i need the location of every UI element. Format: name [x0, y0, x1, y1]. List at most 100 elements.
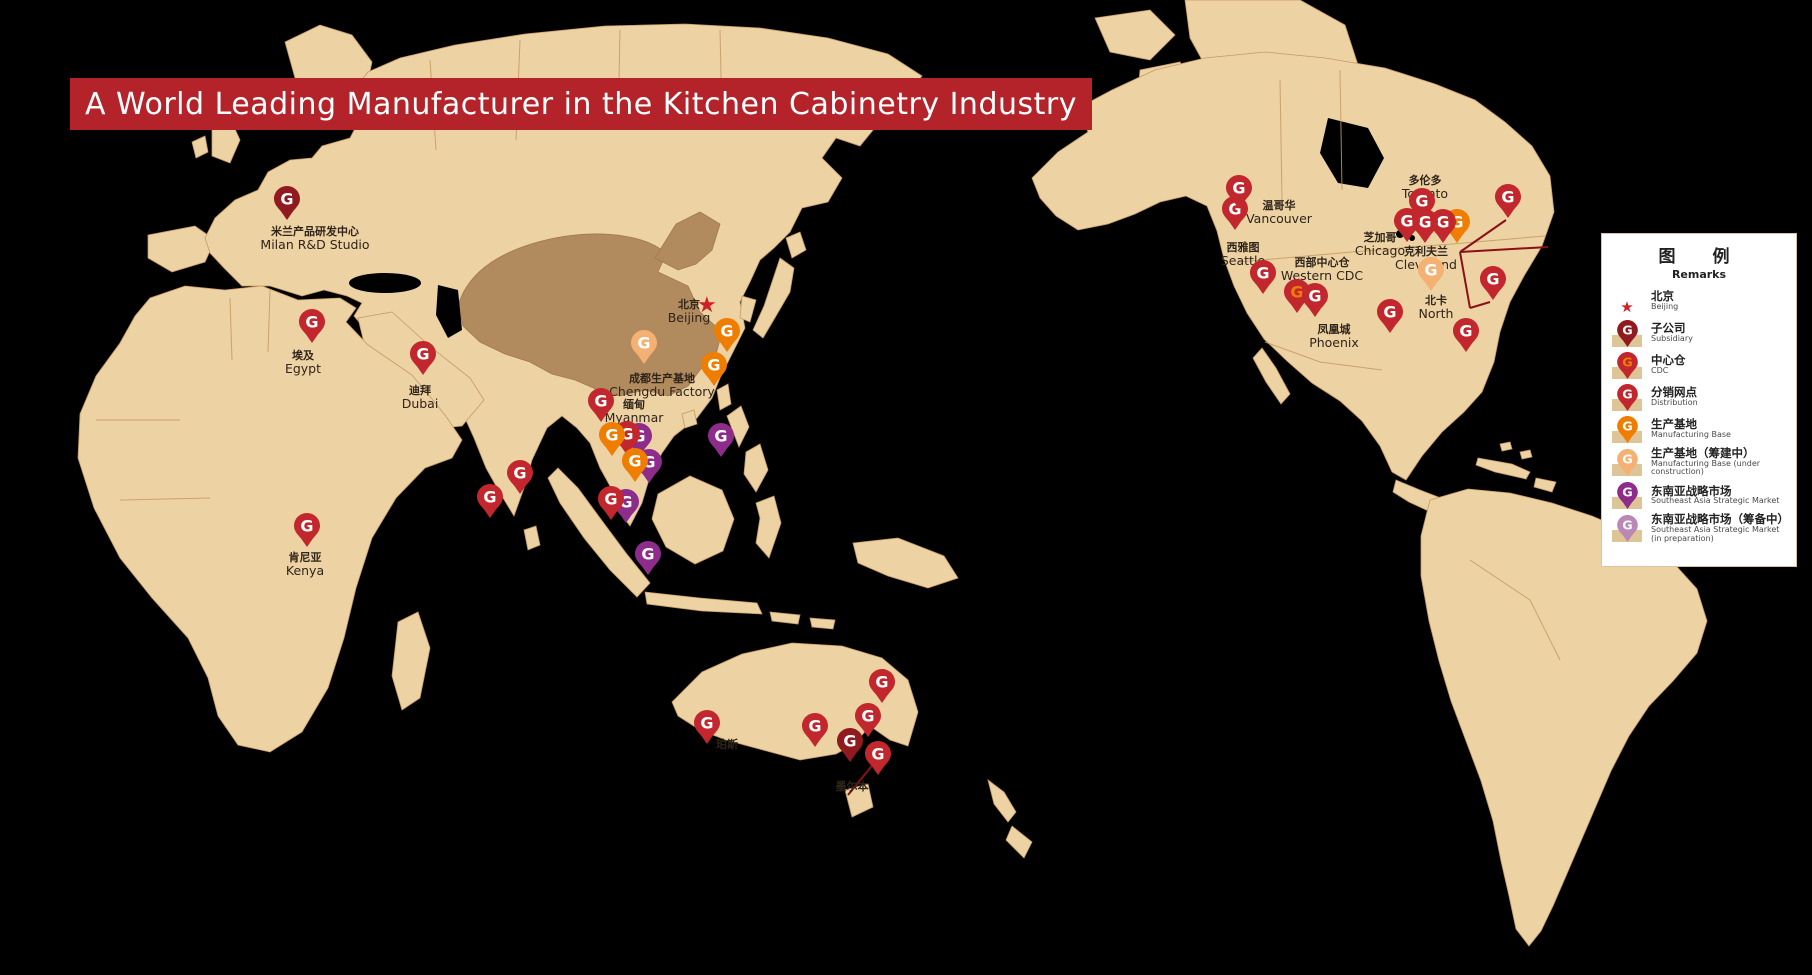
pin-los-angeles[interactable]: G	[1250, 260, 1276, 294]
lesser-sunda	[769, 611, 836, 630]
legend-label-zh: 分销网点	[1651, 385, 1697, 400]
legend-row-manufacturing: G 生产基地 Manufacturing Base	[1610, 415, 1790, 443]
manufacturing-pin-glyph: G	[1616, 416, 1638, 443]
pin-tasmania-offshore[interactable]: G	[865, 741, 891, 775]
pin-myanmar[interactable]: G	[588, 388, 614, 422]
pin-melbourne[interactable]: G	[837, 728, 863, 762]
pin-egypt[interactable]: G	[299, 309, 325, 343]
legend-row-cdc: G 中心仓 CDC	[1610, 351, 1790, 379]
continent-north-america	[1031, 51, 1555, 481]
pin-canberra[interactable]: G	[855, 703, 881, 737]
legend-row-subsidiary: G 子公司 Subsidiary	[1610, 319, 1790, 347]
svg-text:G: G	[700, 714, 713, 733]
pin-western-cdc[interactable]: G	[1284, 279, 1310, 313]
svg-text:G: G	[1622, 323, 1632, 338]
svg-text:G: G	[808, 717, 821, 736]
legend-label-manufacturing_prep: 生产基地（筹建中） Manufacturing Base (under const…	[1651, 447, 1790, 477]
label-myanmar-zh: 缅甸	[623, 398, 645, 411]
pin-perth[interactable]: G	[694, 710, 720, 744]
pin-florida[interactable]: G	[1453, 318, 1479, 352]
sri-lanka	[523, 525, 541, 551]
pin-milan-rd-studio[interactable]: G	[274, 186, 300, 220]
legend-label-manufacturing: 生产基地 Manufacturing Base	[1651, 418, 1731, 439]
svg-text:G: G	[1459, 322, 1472, 341]
legend-label-distribution: 分销网点 Distribution	[1651, 386, 1698, 407]
philippine-islands	[726, 405, 769, 493]
label-perth: 珀斯	[647, 738, 807, 751]
label-egypt-en: Egypt	[284, 361, 322, 377]
svg-text:G: G	[637, 334, 650, 353]
label-western-cdc-zh: 西部中心仓	[1294, 256, 1350, 269]
hainan	[681, 409, 698, 429]
pin-east-offshore[interactable]: G	[1480, 266, 1506, 300]
pin-dubai[interactable]: G	[410, 341, 436, 375]
svg-text:G: G	[604, 490, 617, 509]
pin-adelaide[interactable]: G	[802, 713, 828, 747]
pin-vietnam-mfg[interactable]: G	[622, 448, 648, 482]
cdc-pin-icon: G	[1610, 351, 1644, 379]
svg-text:G: G	[300, 517, 313, 536]
subsidiary-pin-glyph: G	[1616, 320, 1638, 347]
label-chicago-zh: 芝加哥	[1363, 231, 1397, 244]
label-melbourne: 墨尔本	[772, 780, 932, 793]
label-egypt-zh: 埃及	[292, 349, 314, 362]
pin-kenya[interactable]: G	[294, 513, 320, 547]
legend-label-en: Manufacturing Base (under construction)	[1651, 458, 1761, 477]
label-milan-zh: 米兰产品研发中心	[271, 225, 359, 238]
legend-label-en: Subsidiary	[1651, 333, 1693, 343]
legend-label-zh: 东南亚战略市场（筹备中）	[1651, 512, 1789, 527]
svg-text:G: G	[594, 392, 607, 411]
label-chicago-en: Chicago	[1354, 243, 1406, 259]
svg-text:G: G	[1415, 192, 1428, 211]
label-phoenix: 凤凰城 Phoenix	[1254, 323, 1414, 350]
label-dubai-en: Dubai	[401, 396, 439, 412]
svg-text:G: G	[707, 356, 720, 375]
pin-india-east[interactable]: G	[507, 460, 533, 494]
pin-texas[interactable]: G	[1377, 299, 1403, 333]
pin-phoenix[interactable]: G	[1302, 283, 1328, 317]
java	[644, 591, 763, 615]
label-north-en: North	[1418, 306, 1454, 322]
svg-text:G: G	[871, 745, 884, 764]
border-canada-provinces	[1279, 69, 1343, 201]
pin-india-west[interactable]: G	[477, 484, 503, 518]
pin-toronto[interactable]: G	[1409, 188, 1435, 222]
legend-row-manufacturing_prep: G 生产基地（筹建中） Manufacturing Base (under cons…	[1610, 447, 1790, 477]
pin-thailand-mfg[interactable]: G	[599, 422, 625, 456]
legend-label-en: CDC	[1651, 365, 1669, 375]
pin-sydney[interactable]: G	[869, 669, 895, 703]
se_market-pin-icon: G	[1610, 481, 1644, 510]
pin-vancouver[interactable]: G	[1226, 175, 1252, 209]
pin-philippines[interactable]: G	[708, 423, 734, 457]
label-vancouver-en: Vancouver	[1246, 211, 1312, 227]
legend-label-en: Manufacturing Base	[1651, 429, 1731, 439]
label-beijing-zh: 北京	[678, 298, 700, 311]
pin-indonesia[interactable]: G	[635, 541, 661, 575]
baja-california	[1252, 347, 1291, 405]
svg-text:G: G	[720, 322, 733, 341]
label-kenya: 肯尼亚 Kenya	[225, 551, 385, 578]
svg-text:G: G	[1486, 270, 1499, 289]
pin-china-coast-north[interactable]: G	[714, 318, 740, 352]
label-western-cdc: 西部中心仓 Western CDC	[1242, 256, 1402, 283]
legend-row-se_market_prep: G 东南亚战略市场（筹备中） Southeast Asia Strategic Ma…	[1610, 513, 1790, 543]
pin-malaysia-dist[interactable]: G	[598, 486, 624, 520]
svg-text:G: G	[1256, 264, 1269, 283]
banner: A World Leading Manufacturer in the Kitc…	[70, 78, 1092, 130]
manufacturing-pin-icon: G	[1610, 415, 1644, 443]
svg-text:G: G	[861, 707, 874, 726]
label-myanmar: 缅甸 Myanmar	[554, 398, 714, 425]
pin-chengdu-factory[interactable]: G	[631, 330, 657, 364]
taiwan	[716, 383, 732, 411]
pin-north-carolina[interactable]: G	[1418, 257, 1444, 291]
borneo	[651, 475, 735, 565]
new-zealand	[987, 779, 1033, 859]
pin-china-coast-south[interactable]: G	[701, 352, 727, 386]
label-north-zh: 北卡	[1425, 294, 1447, 307]
pin-northeast-offshore[interactable]: G	[1495, 184, 1521, 218]
legend-label-zh: 中心仓	[1651, 353, 1686, 368]
pin-chicago[interactable]: G	[1394, 208, 1420, 242]
black-sea	[349, 273, 421, 293]
subsidiary-pin-icon: G	[1610, 319, 1644, 347]
